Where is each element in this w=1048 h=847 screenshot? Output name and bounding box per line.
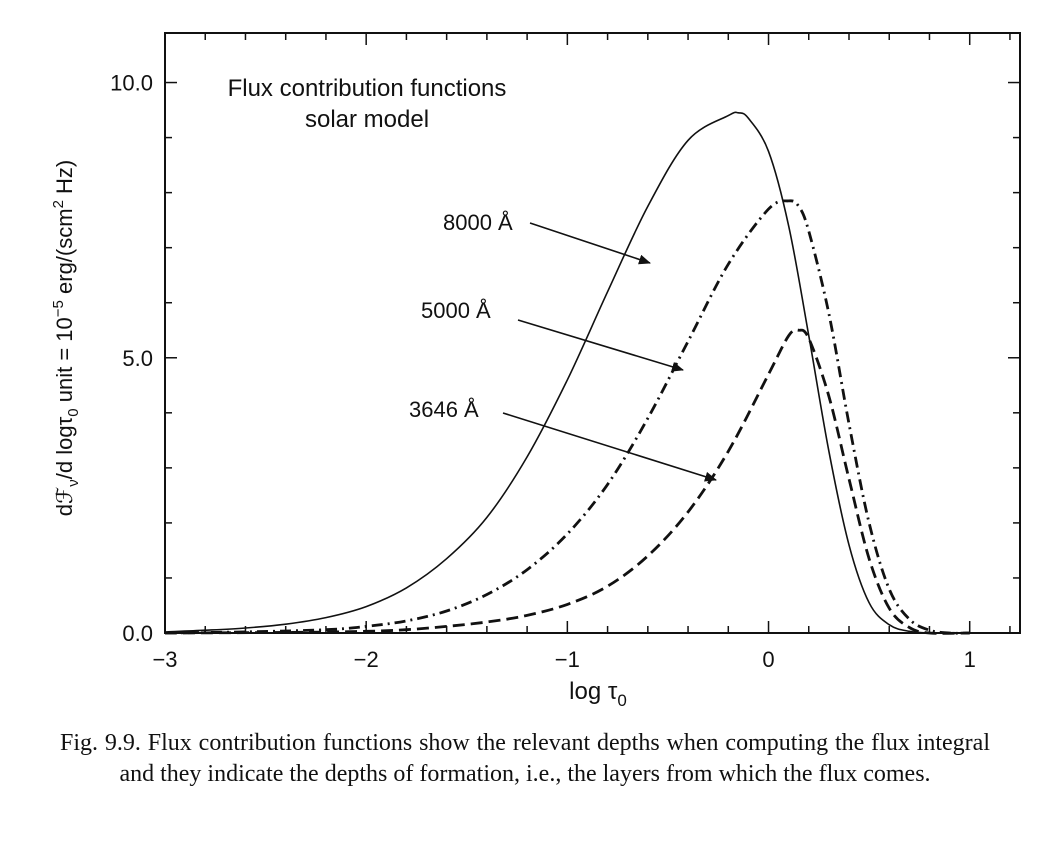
y-tick-label: 10.0 <box>110 71 153 96</box>
annotation-label-5000: 5000 Å <box>421 298 491 323</box>
arrow-8000 <box>529 222 651 265</box>
x-tick-label: −2 <box>354 647 379 672</box>
y-axis-label: dℱν/d logτ0 unit = 10−5 erg/(scm2 Hz) <box>50 160 82 517</box>
x-tick-label: −3 <box>152 647 177 672</box>
series-8000-line <box>164 111 970 634</box>
series-3646-line <box>164 328 970 635</box>
x-tick-label: −1 <box>555 647 580 672</box>
x-axis-label: log τ0 <box>569 678 627 710</box>
minor-ticks <box>164 33 1020 634</box>
x-tick-label: 0 <box>762 647 774 672</box>
plot-frame <box>164 32 1021 634</box>
chart-title: Flux contribution functions <box>228 75 507 102</box>
chart-subtitle: solar model <box>305 106 429 133</box>
series-5000-line <box>164 199 970 635</box>
y-tick-label: 0.0 <box>122 621 153 646</box>
y-tick-label: 5.0 <box>122 346 153 371</box>
series-lines <box>164 111 970 635</box>
x-tick-labels: −3 −2 −1 0 1 <box>152 647 975 672</box>
arrow-3646 <box>502 412 717 482</box>
y-tick-labels: 0.0 5.0 10.0 <box>110 71 153 646</box>
annotation-label-3646: 3646 Å <box>409 397 479 422</box>
figure-caption: Fig. 9.9. Flux contribution functions sh… <box>60 730 990 787</box>
arrow-5000 <box>517 319 684 372</box>
annotation-label-8000: 8000 Å <box>443 210 513 235</box>
annotation-arrows <box>502 222 717 482</box>
x-tick-label: 1 <box>964 647 976 672</box>
